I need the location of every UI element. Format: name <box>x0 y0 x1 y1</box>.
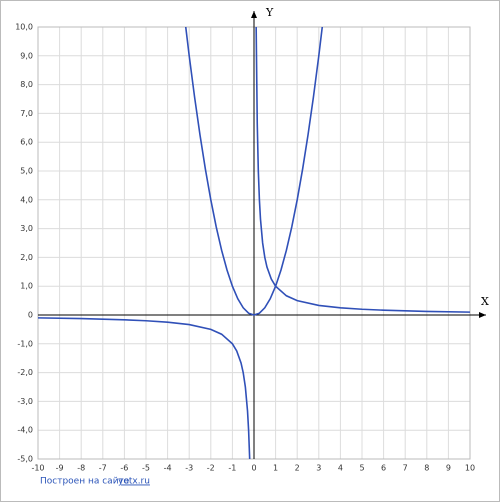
y-tick-label: 4,0 <box>20 195 33 204</box>
x-tick-label: 1 <box>273 464 278 473</box>
y-tick-label: 1,0 <box>20 282 33 291</box>
x-tick-label: -8 <box>77 464 85 473</box>
y-tick-label: -2,0 <box>17 368 33 377</box>
curve <box>184 27 324 316</box>
y-tick-label: 9,0 <box>20 51 33 60</box>
curve <box>38 27 470 459</box>
x-arrow <box>479 312 486 318</box>
x-tick-label: -6 <box>120 464 128 473</box>
y-arrow <box>251 11 257 18</box>
y-tick-label: 2,0 <box>20 253 33 262</box>
footer-text: Построен на сайте <box>40 477 130 487</box>
x-tick-label: -10 <box>31 464 44 473</box>
x-tick-label: -4 <box>164 464 172 473</box>
x-tick-label: 7 <box>403 464 408 473</box>
x-tick-label: -3 <box>185 464 193 473</box>
y-tick-label: 5,0 <box>20 167 33 176</box>
x-tick-label: -1 <box>228 464 236 473</box>
y-tick-label: -5,0 <box>17 455 33 464</box>
x-tick-label: 10 <box>465 464 475 473</box>
y-tick-label: 6,0 <box>20 138 33 147</box>
x-tick-label: 0 <box>251 464 256 473</box>
x-tick-label: 5 <box>359 464 364 473</box>
x-tick-label: -7 <box>99 464 107 473</box>
x-tick-label: 9 <box>446 464 451 473</box>
x-axis-label: X <box>481 295 489 308</box>
x-tick-label: -2 <box>207 464 215 473</box>
footer-link[interactable]: yotx.ru <box>118 477 150 487</box>
y-tick-label: -4,0 <box>17 426 33 435</box>
y-axis-label: Y <box>265 6 274 19</box>
x-tick-label: 4 <box>338 464 343 473</box>
y-tick-label: 0 <box>28 311 33 320</box>
y-tick-label: 3,0 <box>20 224 33 233</box>
x-tick-label: 2 <box>295 464 300 473</box>
y-tick-label: -3,0 <box>17 397 33 406</box>
x-tick-label: -5 <box>142 464 150 473</box>
y-tick-label: 7,0 <box>20 109 33 118</box>
x-tick-label: 6 <box>381 464 386 473</box>
y-tick-label: -1,0 <box>17 339 33 348</box>
x-tick-label: -9 <box>56 464 64 473</box>
x-tick-label: 3 <box>316 464 321 473</box>
x-tick-label: 8 <box>424 464 429 473</box>
y-tick-label: 10,0 <box>15 23 33 32</box>
y-tick-label: 8,0 <box>20 80 33 89</box>
